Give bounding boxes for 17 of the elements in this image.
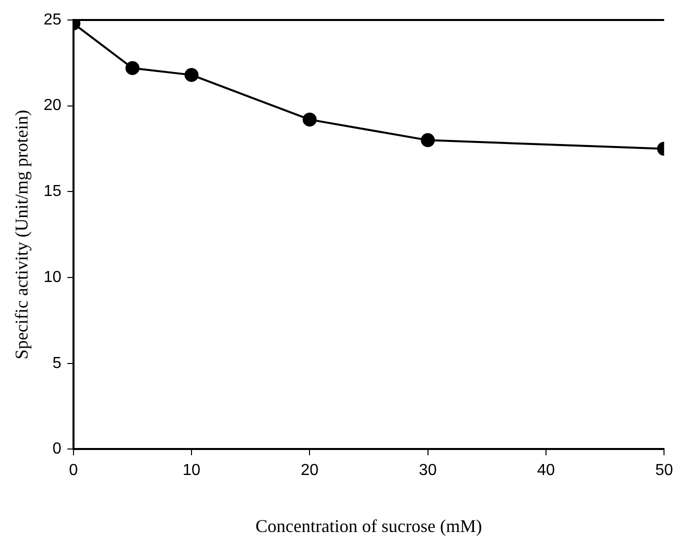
y-tick-label: 10 xyxy=(44,268,62,286)
y-tick-label: 0 xyxy=(52,440,62,458)
y-tick-label: 5 xyxy=(52,354,62,372)
point xyxy=(420,133,435,148)
x-tick-label: 10 xyxy=(182,462,201,480)
point xyxy=(302,112,317,127)
x-tick-label: 50 xyxy=(655,462,674,480)
point xyxy=(184,68,199,82)
y-tick-label: 20 xyxy=(44,97,62,114)
x-tick-label: 40 xyxy=(537,462,555,480)
x-tick-label: 20 xyxy=(300,462,319,480)
x-tick-label: 0 xyxy=(68,462,78,480)
x-tick-label: 30 xyxy=(418,462,437,480)
x-axis-title: Concentration of sucrose (mM) xyxy=(256,516,482,536)
y-tick-label: 15 xyxy=(44,183,62,200)
y-tick-label: 25 xyxy=(44,11,62,28)
y-axis-title: Specific activity (Unit/mg protein) xyxy=(12,110,32,360)
